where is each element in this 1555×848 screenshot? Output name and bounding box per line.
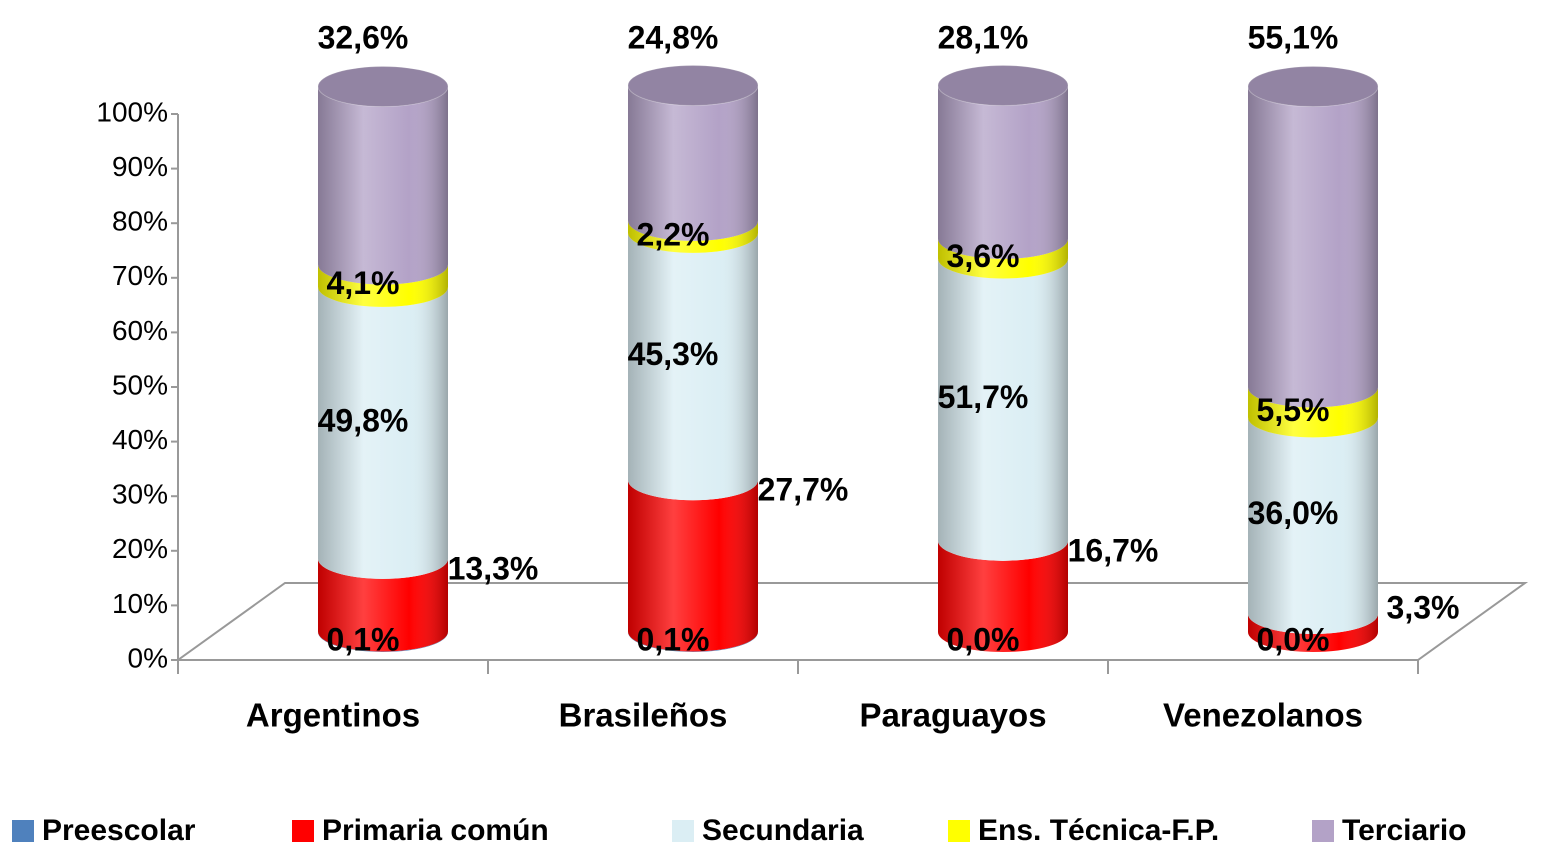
y-tick-label: 90% xyxy=(112,151,168,182)
legend-swatch xyxy=(1312,820,1334,842)
segment-shade xyxy=(628,85,758,241)
segment-shade xyxy=(318,264,448,307)
data-label: 0,1% xyxy=(637,621,710,657)
segment-shade xyxy=(628,220,758,253)
y-tick-label: 20% xyxy=(112,533,168,564)
segment-shade xyxy=(938,540,1068,652)
data-label: 0,0% xyxy=(947,621,1020,657)
segment-shade xyxy=(318,558,448,652)
data-label: 51,7% xyxy=(938,379,1029,415)
x-tick-label: Brasileños xyxy=(559,697,728,734)
y-tick-label: 60% xyxy=(112,315,168,346)
x-tick-label: Paraguayos xyxy=(859,697,1046,734)
legend-swatch xyxy=(12,820,34,842)
legend-swatch xyxy=(948,820,970,842)
legend-swatch xyxy=(672,820,694,842)
data-label: 5,5% xyxy=(1257,392,1330,428)
y-tick-label: 100% xyxy=(96,96,168,127)
segment-shade xyxy=(1248,417,1378,634)
segment-shade xyxy=(1248,387,1378,438)
data-label: 0,0% xyxy=(1257,621,1330,657)
segment-shade xyxy=(938,238,1068,279)
cylinder-top-shade xyxy=(1248,66,1378,107)
cylinder-top-shade xyxy=(938,65,1068,106)
data-label: 13,3% xyxy=(448,550,539,586)
y-tick-label: 40% xyxy=(112,424,168,455)
cylinder-top-shade xyxy=(318,66,448,107)
cylinder-top xyxy=(1247,66,1379,108)
cylinder-top xyxy=(627,64,759,106)
cylinder-top xyxy=(937,64,1069,106)
legend-label: Primaria común xyxy=(322,814,549,847)
cylinder-top-shade xyxy=(628,65,758,106)
data-label: 36,0% xyxy=(1248,495,1339,531)
data-label: 16,7% xyxy=(1068,532,1159,568)
y-tick-label: 80% xyxy=(112,206,168,237)
data-label: 49,8% xyxy=(318,402,409,438)
segment-shade xyxy=(628,480,758,652)
data-label: 4,1% xyxy=(327,265,400,301)
data-label: 3,6% xyxy=(947,238,1020,274)
data-label: 45,3% xyxy=(628,336,719,372)
segment-shade xyxy=(938,85,1068,259)
floor xyxy=(174,582,1529,661)
data-label: 32,6% xyxy=(318,19,409,55)
x-tick-label: Venezolanos xyxy=(1163,697,1363,734)
legend-label: Ens. Técnica-F.P. xyxy=(978,814,1219,847)
data-label: 0,1% xyxy=(327,621,400,657)
data-label: 28,1% xyxy=(938,19,1029,55)
legend-label: Terciario xyxy=(1342,814,1467,847)
legend-label: Secundaria xyxy=(702,814,864,847)
y-tick-label: 0% xyxy=(128,642,168,673)
segment-shade xyxy=(1248,86,1378,408)
legend-swatch xyxy=(292,820,314,842)
segment-shade xyxy=(318,286,448,579)
y-tick-label: 10% xyxy=(112,588,168,619)
data-label: 3,3% xyxy=(1387,589,1460,625)
legend-label: Preescolar xyxy=(42,814,196,847)
y-tick-label: 30% xyxy=(112,479,168,510)
segment-shade xyxy=(628,232,758,501)
y-tick-label: 50% xyxy=(112,369,168,400)
segment-shade xyxy=(318,86,448,285)
segment-shade xyxy=(1248,613,1378,652)
segment-shade xyxy=(938,258,1068,561)
cylinder-top xyxy=(317,66,449,108)
data-label: 27,7% xyxy=(758,472,849,508)
data-label: 55,1% xyxy=(1248,19,1339,55)
x-tick-label: Argentinos xyxy=(246,697,420,734)
y-tick-label: 70% xyxy=(112,260,168,291)
data-label: 2,2% xyxy=(637,216,710,252)
data-label: 24,8% xyxy=(628,19,719,55)
